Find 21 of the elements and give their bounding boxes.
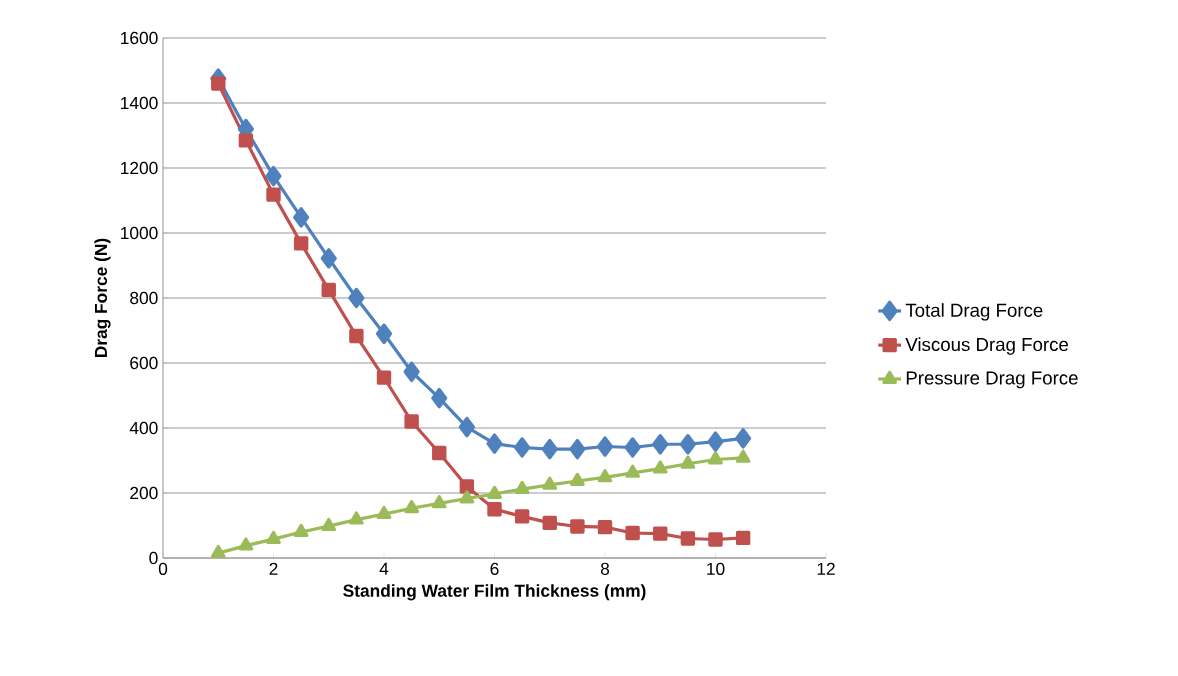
x-tick-label: 12 — [817, 562, 835, 575]
x-axis-title: Standing Water Film Thickness (mm) — [343, 584, 646, 601]
y-axis-title: Drag Force (N) — [94, 238, 111, 358]
x-tick-label: 10 — [707, 562, 725, 575]
legend-label: Total Drag Force — [905, 303, 1043, 321]
y-tick-label: 400 — [129, 421, 158, 435]
y-tick-label: 200 — [130, 486, 158, 500]
legend-label: Viscous Drag Force — [905, 337, 1069, 355]
x-tick-label: 0 — [158, 562, 168, 575]
x-tick-label: 8 — [600, 562, 610, 575]
y-tick-label: 1200 — [121, 161, 158, 175]
legend-label: Pressure Drag Force — [906, 371, 1078, 389]
y-tick-label: 800 — [130, 291, 158, 305]
y-tick-label: 1000 — [121, 226, 158, 240]
x-tick-label: 6 — [490, 562, 499, 575]
y-tick-label: 0 — [149, 551, 158, 565]
y-tick-label: 600 — [130, 356, 158, 370]
x-tick-label: 4 — [379, 562, 389, 575]
y-tick-label: 1400 — [121, 96, 158, 110]
y-tick-label: 1600 — [121, 31, 158, 45]
x-tick-label: 2 — [269, 562, 278, 575]
